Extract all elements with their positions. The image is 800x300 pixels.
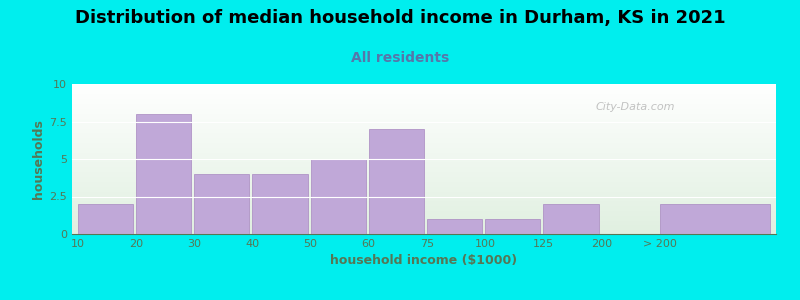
X-axis label: household income ($1000): household income ($1000) bbox=[330, 254, 518, 267]
Bar bbox=[427, 219, 482, 234]
Bar bbox=[194, 174, 250, 234]
Bar bbox=[485, 219, 540, 234]
Bar bbox=[310, 159, 366, 234]
Bar bbox=[252, 174, 308, 234]
Y-axis label: households: households bbox=[32, 119, 46, 199]
Bar bbox=[543, 204, 598, 234]
Text: City-Data.com: City-Data.com bbox=[595, 101, 675, 112]
Bar bbox=[78, 204, 133, 234]
Bar bbox=[369, 129, 424, 234]
Text: All residents: All residents bbox=[351, 51, 449, 65]
Text: Distribution of median household income in Durham, KS in 2021: Distribution of median household income … bbox=[74, 9, 726, 27]
Bar bbox=[136, 114, 191, 234]
Bar bbox=[660, 204, 770, 234]
